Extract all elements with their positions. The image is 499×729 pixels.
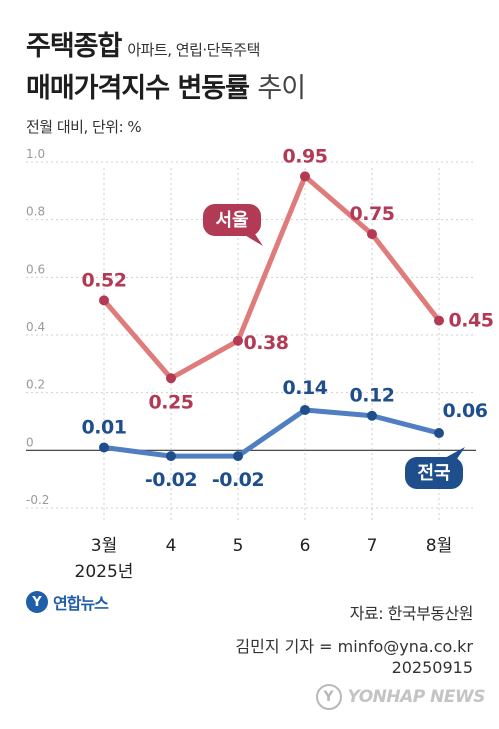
data-label: 0.52: [82, 269, 127, 291]
series-line-seoul: [101, 173, 442, 381]
data-label: 0.14: [283, 377, 328, 399]
data-point: [166, 451, 176, 462]
y-tick-label: 0.4: [26, 320, 45, 334]
data-point: [99, 295, 109, 306]
chart-title-line1: 주택종합 아파트, 연립·단독주택: [26, 24, 260, 63]
credit-date: 20250915: [391, 658, 473, 677]
yonhap-logo-text: 연합뉴스: [53, 594, 109, 613]
data-point: [300, 404, 310, 415]
data-point: [233, 451, 243, 462]
x-tick-label: 8월: [426, 536, 452, 556]
credit: 김민지 기자 = minfo@yna.co.kr 20250915: [235, 636, 473, 678]
watermark-icon: Y: [315, 684, 342, 710]
title-subtitle: 아파트, 연립·단독주택: [127, 41, 260, 59]
data-point: [367, 229, 377, 240]
data-point: [434, 315, 444, 326]
data-label: 0.25: [149, 391, 194, 413]
data-point: [367, 410, 377, 421]
chart-title-line2: 매매가격지수 변동률 추이: [26, 66, 306, 105]
data-label: -0.02: [145, 469, 197, 491]
watermark: Y YONHAP NEWS: [315, 684, 486, 710]
y-tick-label: 0.2: [26, 378, 45, 392]
x-tick-label: 5: [233, 536, 244, 556]
title-main-2: 매매가격지수 변동률: [26, 73, 250, 104]
y-tick-label: 0.8: [26, 205, 45, 219]
data-label: 0.95: [283, 145, 328, 167]
data-point: [166, 373, 176, 384]
data-point: [233, 335, 243, 346]
watermark-text: YONHAP NEWS: [347, 687, 486, 707]
data-point: [434, 428, 444, 439]
data-label: 0.01: [82, 416, 127, 438]
title-tail: 추이: [257, 73, 306, 104]
yonhap-logo-icon: Y: [26, 591, 48, 613]
yonhap-logo: Y 연합뉴스: [26, 590, 109, 614]
series-line-national: [101, 407, 442, 459]
legend-seoul-bubble-tail: [243, 234, 263, 246]
unit-note: 전월 대비, 단위: %: [26, 118, 142, 136]
legend-national-bubble: [405, 457, 463, 489]
data-point: [300, 171, 310, 182]
data-label: 0.12: [350, 385, 395, 407]
data-label: 0.06: [443, 400, 488, 422]
title-main: 주택종합: [26, 31, 122, 62]
x-tick-label: 3월: [91, 536, 117, 556]
y-tick-label: -0.2: [26, 493, 49, 507]
data-label: -0.02: [212, 469, 264, 491]
legend-national-label: 전국: [417, 463, 450, 484]
x-tick-label: 7: [367, 536, 378, 556]
data-point: [99, 442, 109, 453]
x-year-label: 2025년: [75, 562, 134, 582]
credit-reporter: 김민지 기자 = minfo@yna.co.kr: [235, 637, 473, 656]
source-note: 자료: 한국부동산원: [349, 604, 474, 623]
y-tick-label: 0.6: [26, 262, 45, 276]
data-label: 0.75: [350, 203, 395, 225]
data-label: 0.38: [244, 332, 289, 354]
legend-national-bubble-tail: [443, 447, 465, 459]
y-tick-label: 1.0: [26, 147, 45, 161]
data-label: 0.45: [449, 310, 494, 332]
legend-seoul-label: 서울: [215, 210, 248, 231]
legend-seoul-bubble: [203, 204, 261, 236]
y-tick-label: 0: [26, 435, 34, 449]
x-tick-label: 4: [166, 536, 177, 556]
x-tick-label: 6: [300, 536, 311, 556]
